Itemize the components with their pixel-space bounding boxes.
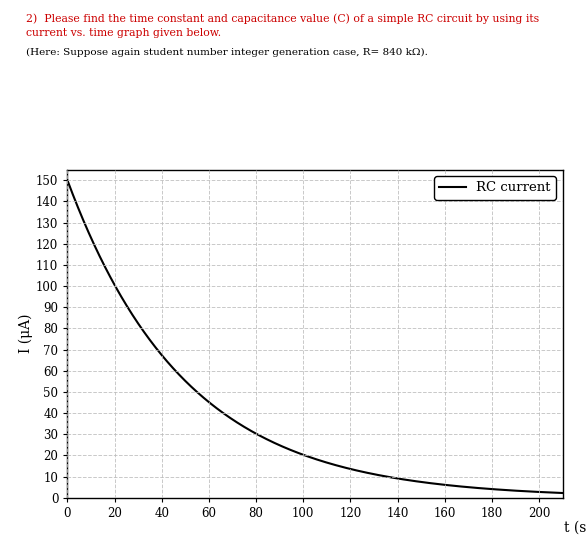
- Y-axis label: I (μA): I (μA): [19, 314, 33, 353]
- RC current: [559, 490, 566, 496]
- Line: RC current: RC current: [67, 180, 563, 493]
- X-axis label: t (s): t (s): [564, 521, 586, 535]
- RC current: [275, 441, 282, 448]
- RC current: [496, 486, 503, 493]
- Text: (Here: Suppose again student number integer generation case, R= 840 kΩ).: (Here: Suppose again student number inte…: [26, 48, 428, 57]
- Text: current vs. time graph given below.: current vs. time graph given below.: [26, 28, 222, 38]
- RC current: [254, 431, 261, 438]
- RC current: [120, 298, 127, 304]
- RC current: [549, 490, 556, 496]
- Text: 2)  Please find the time constant and capacitance value (C) of a simple RC circu: 2) Please find the time constant and cap…: [26, 14, 540, 24]
- RC current: [150, 341, 157, 348]
- Legend: RC current: RC current: [434, 176, 556, 200]
- RC current: [64, 177, 71, 183]
